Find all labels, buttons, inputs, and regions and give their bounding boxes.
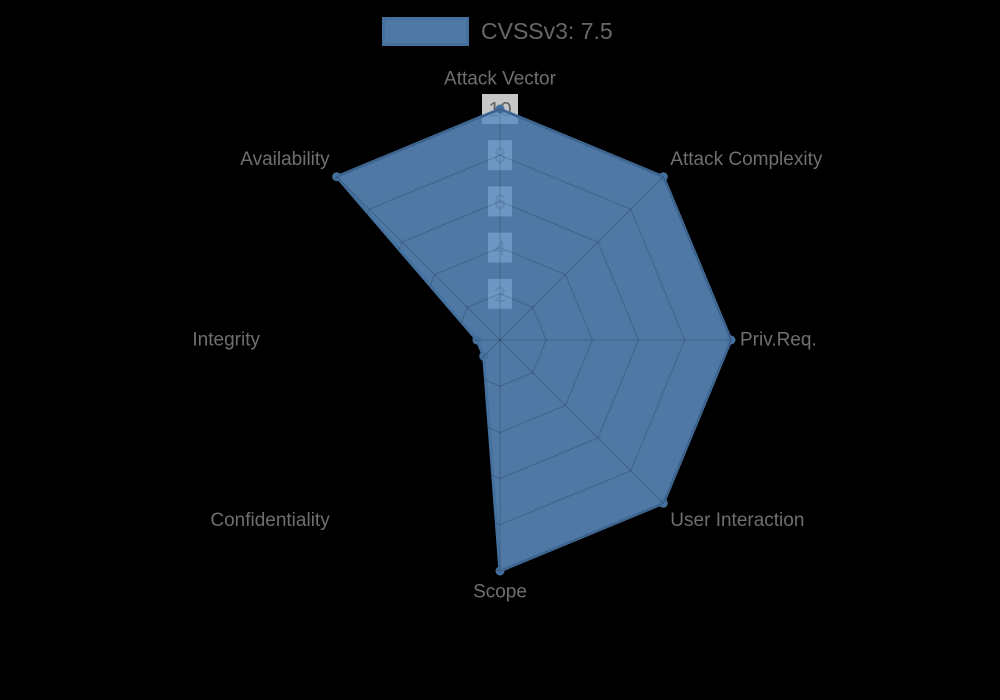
grid-ring-4 (407, 247, 593, 433)
radar-data-point-attack-complexity (658, 172, 668, 182)
radar-data-point-priv-req (726, 335, 736, 345)
legend-swatch (382, 17, 469, 46)
grid-ring-6 (360, 200, 640, 480)
radar-data-point-availability (332, 172, 342, 182)
radar-data-point-integrity (472, 335, 482, 345)
axis-label-attack-vector: Attack Vector (444, 69, 557, 90)
axis-label-availability: Availability (240, 149, 330, 170)
legend-label: CVSSv3: 7.5 (481, 18, 613, 44)
axis-label-confidentiality: Confidentiality (210, 510, 330, 531)
grid-ring-10 (268, 108, 732, 572)
grid-ring-8 (314, 154, 686, 526)
axis-label-scope: Scope (473, 582, 527, 603)
axis-label-user-interaction: User Interaction (670, 510, 804, 531)
grid-ring-2 (453, 293, 547, 387)
radar-data-point-confidentiality (479, 351, 489, 361)
axis-label-integrity: Integrity (192, 330, 260, 351)
grid-spoke-user-interaction (499, 339, 664, 504)
radar-data-point-scope (495, 566, 505, 576)
grid-spoke-confidentiality (336, 339, 501, 504)
grid-spoke-availability (336, 176, 501, 341)
chart-legend-item[interactable]: CVSSv3: 7.5 (382, 17, 613, 46)
axis-label-attack-complexity: Attack Complexity (670, 149, 823, 170)
axis-label-priv-req: Priv.Req. (740, 330, 817, 351)
radar-data-point-user-interaction (658, 498, 668, 508)
radar-data-point-attack-vector (495, 104, 505, 114)
grid-spoke-attack-complexity (499, 176, 664, 341)
